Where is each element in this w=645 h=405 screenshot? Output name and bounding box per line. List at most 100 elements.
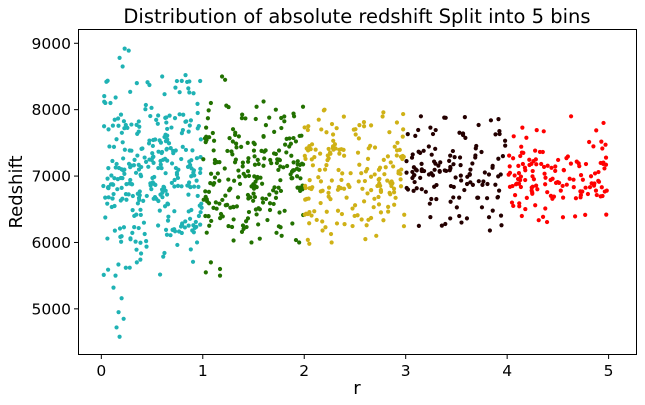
data-point-bin-1 [114,137,118,141]
data-point-bin-3 [366,157,370,161]
data-point-bin-2 [223,166,227,170]
data-point-bin-1 [116,310,120,314]
data-point-bin-4 [457,131,461,135]
data-point-bin-2 [218,267,222,271]
data-point-bin-5 [600,146,604,150]
data-point-bin-1 [162,92,166,96]
data-point-bin-4 [488,228,492,232]
data-point-bin-4 [448,200,452,204]
data-point-bin-2 [246,141,250,145]
data-point-bin-4 [493,132,497,136]
data-point-bin-5 [569,114,573,118]
data-point-bin-1 [195,156,199,160]
data-point-bin-4 [410,176,414,180]
data-point-bin-2 [233,160,237,164]
data-point-bin-1 [107,144,111,148]
data-point-bin-1 [175,243,179,247]
data-point-bin-5 [599,140,603,144]
data-point-bin-4 [487,215,491,219]
data-point-bin-3 [306,124,310,128]
data-point-bin-2 [212,139,216,143]
data-point-bin-2 [253,163,257,167]
data-point-bin-3 [316,175,320,179]
data-point-bin-5 [523,207,527,211]
data-point-bin-3 [303,184,307,188]
data-point-bin-4 [419,114,423,118]
data-point-bin-1 [156,122,160,126]
data-point-bin-1 [143,107,147,111]
data-point-bin-5 [556,158,560,162]
data-point-bin-1 [123,46,127,50]
data-point-bin-3 [337,152,341,156]
data-point-bin-2 [253,180,257,184]
data-point-bin-5 [535,128,539,132]
data-point-bin-1 [102,94,106,98]
data-point-bin-4 [493,183,497,187]
data-point-bin-5 [546,164,550,168]
data-point-bin-3 [323,167,327,171]
data-point-bin-1 [132,158,136,162]
chart-title: Distribution of absolute redshift Split … [123,5,590,28]
data-point-bin-3 [389,160,393,164]
data-point-bin-1 [151,138,155,142]
data-point-bin-2 [272,130,276,134]
data-point-bin-1 [143,155,147,159]
data-point-bin-3 [311,163,315,167]
data-point-bin-4 [489,118,493,122]
data-point-bin-4 [419,162,423,166]
data-point-bin-1 [183,73,187,77]
data-point-bin-4 [496,195,500,199]
data-point-bin-5 [553,169,557,173]
data-point-bin-1 [166,219,170,223]
data-point-bin-5 [593,171,597,175]
data-point-bin-1 [156,113,160,117]
data-point-bin-4 [497,189,501,193]
data-point-bin-2 [265,218,269,222]
data-point-bin-2 [299,134,303,138]
data-point-bin-3 [392,203,396,207]
data-point-bin-3 [369,216,373,220]
data-point-bin-5 [535,187,539,191]
data-point-bin-2 [224,203,228,207]
data-point-bin-2 [226,177,230,181]
data-point-bin-5 [549,166,553,170]
data-point-bin-3 [318,168,322,172]
x-tick-label: 1 [198,362,208,380]
data-point-bin-4 [485,182,489,186]
data-point-bin-3 [378,166,382,170]
data-point-bin-2 [289,172,293,176]
data-point-bin-1 [189,247,193,251]
data-point-bin-4 [483,170,487,174]
data-point-bin-3 [354,132,358,136]
data-point-bin-5 [561,184,565,188]
data-point-bin-1 [137,196,141,200]
data-point-bin-1 [106,127,110,131]
data-point-bin-2 [297,240,301,244]
data-point-bin-4 [420,169,424,173]
data-point-bin-2 [204,135,208,139]
data-point-bin-2 [272,185,276,189]
data-point-bin-5 [604,213,608,217]
data-point-bin-2 [211,131,215,135]
data-point-bin-3 [312,155,316,159]
data-point-bin-4 [405,186,409,190]
data-point-bin-1 [186,193,190,197]
data-point-bin-4 [404,159,408,163]
data-point-bin-2 [212,181,216,185]
data-point-bin-3 [360,217,364,221]
data-point-bin-4 [431,173,435,177]
data-point-bin-5 [594,188,598,192]
data-point-bin-4 [424,190,428,194]
x-tick-label: 0 [96,362,106,380]
data-point-bin-3 [327,195,331,199]
data-point-bin-3 [322,108,326,112]
data-point-bin-1 [122,225,126,229]
data-point-bin-1 [121,140,125,144]
data-point-bin-5 [549,194,553,198]
data-point-bin-2 [248,195,252,199]
data-point-bin-1 [120,197,124,201]
data-point-bin-1 [199,137,203,141]
data-point-bin-3 [374,234,378,238]
data-point-bin-3 [372,197,376,201]
data-point-bin-2 [226,105,230,109]
